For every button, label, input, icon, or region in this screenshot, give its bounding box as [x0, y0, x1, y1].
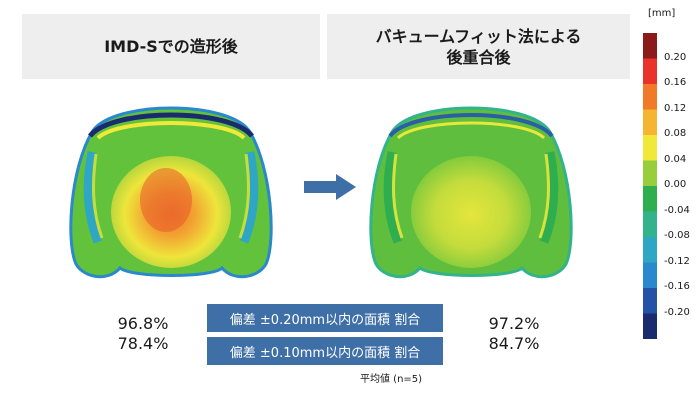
- result-left-020: 96.8%: [117, 314, 169, 333]
- scale-segment: [643, 186, 657, 212]
- average-note: 平均値 (n=5): [360, 374, 423, 385]
- label-band-020: 偏差 ±0.20mm以内の面積 割合: [207, 304, 443, 332]
- scale-segment: [643, 84, 657, 110]
- result-right-010: 84.7%: [488, 334, 540, 353]
- scale-segment: [643, 313, 657, 339]
- scale-segment: [643, 58, 657, 85]
- scale-tick-label: -0.04: [664, 204, 690, 216]
- scale-tick-label: -0.20: [664, 306, 690, 318]
- scale-tick-label: 0.16: [664, 77, 687, 88]
- scale-tick-label: 0.08: [664, 128, 687, 139]
- scale-segment: [643, 211, 657, 238]
- scale-segment: [643, 262, 657, 289]
- title-right: バキュームフィット法による 後重合後: [327, 14, 630, 79]
- scale-tick-label: 0.00: [664, 179, 687, 190]
- scan-before: [69, 106, 273, 279]
- scale-segment: [643, 109, 657, 136]
- scale-segment: [643, 33, 657, 59]
- scale-tick-label: 0.20: [664, 51, 687, 63]
- scan-after: [369, 106, 573, 279]
- scale-tick-label: 0.04: [664, 153, 687, 165]
- scale-segment: [643, 135, 657, 161]
- result-left-010: 78.4%: [117, 334, 169, 353]
- scale-tick-label: -0.12: [664, 255, 690, 267]
- scale-segment: [643, 237, 657, 263]
- scale-segment: [643, 288, 657, 314]
- scale-tick-label: 0.12: [664, 102, 687, 114]
- title-right-line1: バキュームフィット法による: [375, 26, 582, 46]
- scale-unit: [mm]: [648, 8, 676, 19]
- title-left-text: IMD-Sでの造形後: [104, 37, 238, 56]
- results-right: 97.2% 84.7%: [474, 314, 554, 354]
- right-arrow-icon: [304, 174, 356, 200]
- scale-segment: [643, 160, 657, 187]
- results-left: 96.8% 78.4%: [103, 314, 183, 354]
- title-left: IMD-Sでの造形後: [22, 14, 320, 79]
- scale-tick-label: -0.08: [664, 230, 690, 241]
- title-right-line2: 後重合後: [446, 47, 511, 67]
- scale-tick-label: -0.16: [664, 281, 690, 292]
- label-band-010: 偏差 ±0.10mm以内の面積 割合: [207, 337, 443, 365]
- result-right-020: 97.2%: [488, 314, 540, 333]
- color-scale-bar: [643, 33, 657, 339]
